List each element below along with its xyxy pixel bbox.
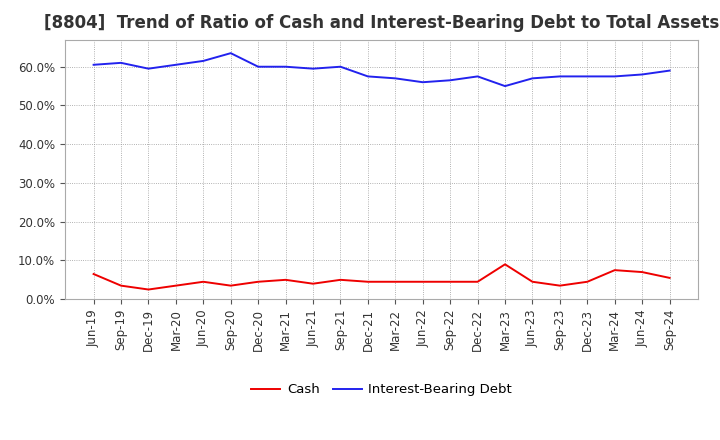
Cash (226, 283, 235, 288)
Interest-Bearing Debt (336, 64, 345, 70)
Cash (254, 279, 263, 284)
Interest-Bearing Debt (391, 76, 400, 81)
Cash (556, 283, 564, 288)
Interest-Bearing Debt (309, 66, 318, 71)
Line: Cash: Cash (94, 264, 670, 290)
Interest-Bearing Debt (282, 64, 290, 70)
Interest-Bearing Debt (226, 51, 235, 56)
Cash (446, 279, 454, 284)
Cash (144, 287, 153, 292)
Interest-Bearing Debt (473, 74, 482, 79)
Interest-Bearing Debt (117, 60, 125, 66)
Interest-Bearing Debt (638, 72, 647, 77)
Cash (611, 268, 619, 273)
Interest-Bearing Debt (446, 77, 454, 83)
Cash (665, 275, 674, 281)
Interest-Bearing Debt (500, 84, 509, 89)
Interest-Bearing Debt (364, 74, 372, 79)
Interest-Bearing Debt (171, 62, 180, 67)
Cash (583, 279, 592, 284)
Cash (336, 277, 345, 282)
Cash (89, 271, 98, 277)
Cash (282, 277, 290, 282)
Cash (117, 283, 125, 288)
Cash (171, 283, 180, 288)
Interest-Bearing Debt (144, 66, 153, 71)
Cash (500, 262, 509, 267)
Legend: Cash, Interest-Bearing Debt: Cash, Interest-Bearing Debt (246, 378, 518, 402)
Interest-Bearing Debt (254, 64, 263, 70)
Interest-Bearing Debt (583, 74, 592, 79)
Interest-Bearing Debt (89, 62, 98, 67)
Interest-Bearing Debt (418, 80, 427, 85)
Cash (528, 279, 537, 284)
Cash (638, 269, 647, 275)
Cash (199, 279, 207, 284)
Line: Interest-Bearing Debt: Interest-Bearing Debt (94, 53, 670, 86)
Cash (418, 279, 427, 284)
Cash (391, 279, 400, 284)
Interest-Bearing Debt (665, 68, 674, 73)
Interest-Bearing Debt (556, 74, 564, 79)
Interest-Bearing Debt (611, 74, 619, 79)
Cash (309, 281, 318, 286)
Cash (473, 279, 482, 284)
Title: [8804]  Trend of Ratio of Cash and Interest-Bearing Debt to Total Assets: [8804] Trend of Ratio of Cash and Intere… (44, 15, 719, 33)
Interest-Bearing Debt (528, 76, 537, 81)
Cash (364, 279, 372, 284)
Interest-Bearing Debt (199, 58, 207, 63)
